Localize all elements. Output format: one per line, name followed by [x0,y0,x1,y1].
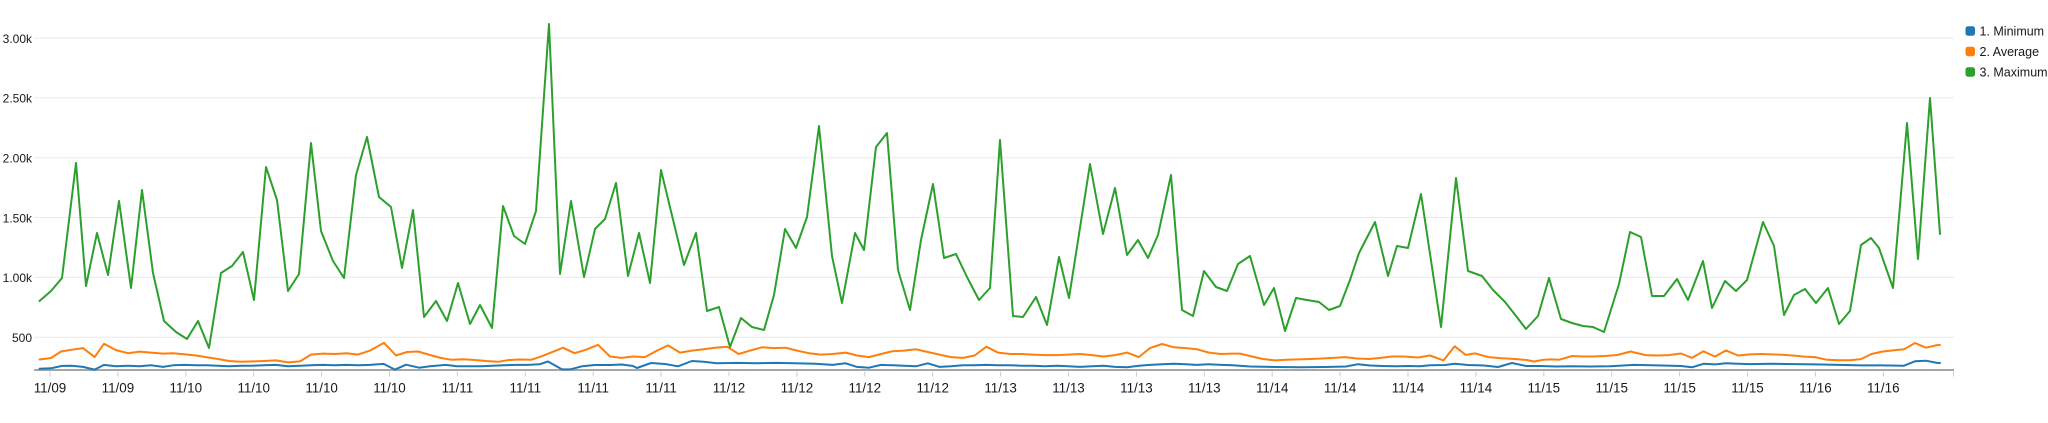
svg-text:11/11: 11/11 [577,381,609,396]
svg-text:11/15: 11/15 [1731,381,1764,396]
svg-text:11/11: 11/11 [510,381,542,396]
svg-text:500: 500 [12,331,32,345]
svg-text:11/14: 11/14 [1256,381,1289,396]
svg-text:11/11: 11/11 [442,381,474,396]
svg-text:11/10: 11/10 [237,381,270,396]
svg-text:11/15: 11/15 [1663,381,1696,396]
svg-text:11/13: 11/13 [1120,381,1153,396]
svg-text:11/14: 11/14 [1460,381,1493,396]
svg-text:11/16: 11/16 [1799,381,1832,396]
svg-text:3. Maximum: 3. Maximum [1980,65,2048,79]
svg-text:11/12: 11/12 [781,381,814,396]
svg-text:11/15: 11/15 [1595,381,1628,396]
svg-text:11/10: 11/10 [373,381,406,396]
svg-text:1.00k: 1.00k [3,271,33,285]
svg-text:11/14: 11/14 [1324,381,1357,396]
svg-text:2.00k: 2.00k [3,152,33,166]
svg-text:2. Average: 2. Average [1980,45,2040,59]
svg-text:11/09: 11/09 [34,381,67,396]
svg-text:11/12: 11/12 [713,381,746,396]
svg-text:1.50k: 1.50k [3,211,33,225]
svg-text:11/10: 11/10 [170,381,203,396]
svg-text:11/10: 11/10 [305,381,338,396]
svg-text:11/15: 11/15 [1528,381,1561,396]
svg-text:11/16: 11/16 [1867,381,1900,396]
svg-text:2.50k: 2.50k [3,92,33,106]
svg-text:1. Minimum: 1. Minimum [1980,24,2045,38]
svg-text:11/12: 11/12 [916,381,949,396]
svg-text:11/11: 11/11 [645,381,677,396]
svg-text:11/13: 11/13 [1188,381,1221,396]
svg-text:11/13: 11/13 [984,381,1017,396]
svg-text:11/13: 11/13 [1052,381,1085,396]
svg-text:11/12: 11/12 [849,381,882,396]
svg-text:11/09: 11/09 [102,381,135,396]
svg-text:11/14: 11/14 [1392,381,1425,396]
svg-text:3.00k: 3.00k [3,32,33,46]
